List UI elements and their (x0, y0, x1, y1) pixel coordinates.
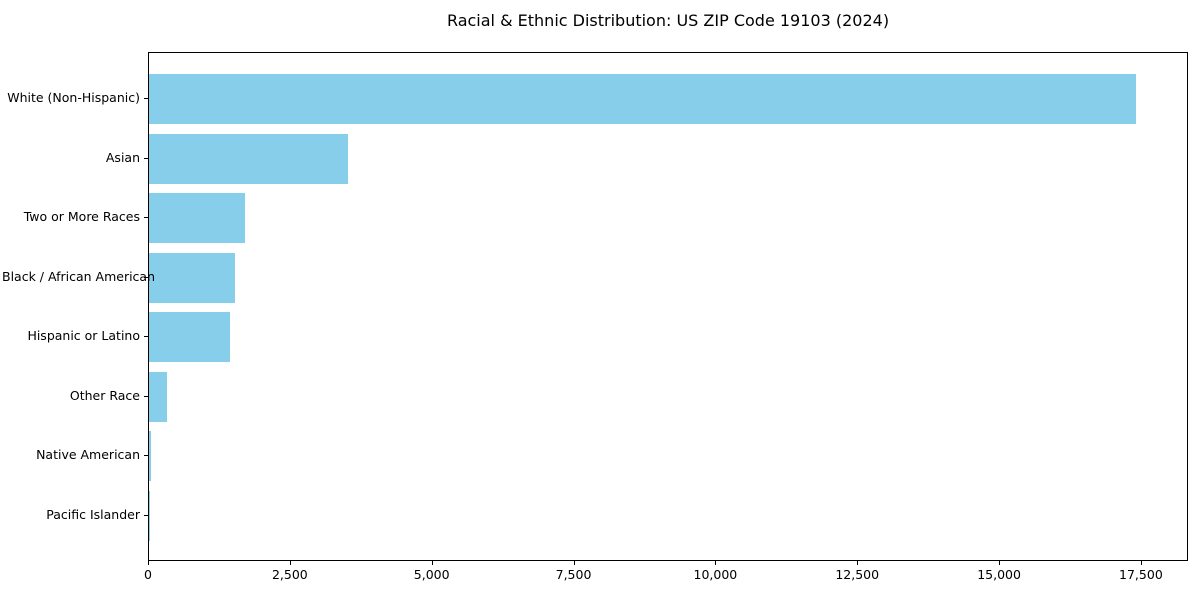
x-tick-mark (715, 561, 717, 565)
y-tick-mark (144, 455, 148, 456)
bar (149, 133, 348, 184)
x-tick-mark (431, 561, 433, 565)
y-tick-mark (144, 336, 148, 337)
x-tick-label: 15,000 (977, 567, 1021, 582)
y-tick-label: Two or More Races (23, 209, 140, 224)
y-tick-label: Hispanic or Latino (27, 328, 140, 343)
x-tick-label: 12,500 (835, 567, 880, 582)
x-tick-label: 17,500 (1119, 567, 1163, 582)
bar (149, 431, 151, 481)
x-tick-label: 10,000 (693, 567, 738, 582)
y-tick-label: Asian (105, 149, 140, 165)
bar (149, 252, 236, 303)
bar (149, 193, 245, 243)
bar (149, 371, 168, 422)
x-tick-mark (1140, 561, 1142, 565)
x-tick-mark (573, 561, 575, 565)
y-tick-label: Native American (36, 447, 140, 462)
x-tick-label: 2,500 (271, 567, 308, 582)
y-tick-mark (144, 217, 148, 218)
x-tick-mark (999, 561, 1001, 565)
chart-title: Racial & Ethnic Distribution: US ZIP Cod… (446, 11, 890, 30)
y-tick-mark (144, 514, 148, 516)
y-tick-label: White (Non-Hispanic) (7, 90, 140, 105)
x-tick-label: 5,000 (413, 567, 450, 582)
y-tick-label: Pacific Islander (46, 506, 140, 522)
bar (149, 490, 150, 541)
x-tick-mark (148, 561, 149, 565)
y-tick-mark (144, 157, 148, 159)
x-tick-label: 7,500 (555, 567, 592, 582)
y-tick-mark (144, 395, 148, 397)
bar (149, 74, 1137, 124)
x-tick-mark (289, 561, 291, 565)
y-tick-label: Black / African American (2, 268, 156, 284)
x-tick-label: 0 (144, 567, 152, 582)
y-tick-mark (144, 276, 148, 278)
x-tick-mark (857, 561, 859, 565)
plot-area (148, 52, 1188, 561)
y-tick-label: Other Race (69, 387, 140, 403)
bar (149, 312, 231, 362)
y-tick-mark (144, 98, 148, 99)
